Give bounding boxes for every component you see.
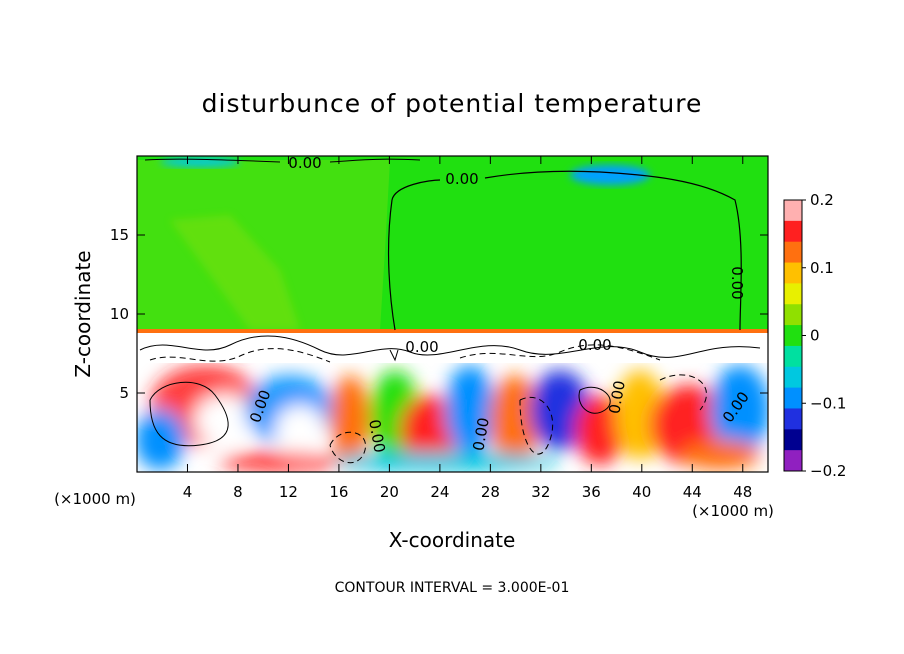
- x-tick-label: 32: [531, 483, 550, 501]
- contour-label: 0.00: [288, 154, 321, 172]
- plot-area: [137, 156, 768, 472]
- colorbar-swatch: [784, 220, 802, 243]
- x-axis-label: X-coordinate: [389, 528, 516, 552]
- x-tick-label: 28: [481, 483, 500, 501]
- colorbar-swatch: [784, 408, 802, 430]
- x-tick-label: 48: [733, 483, 752, 501]
- contour-labels: 0.00 0.00 0.00 0.00 0.00 0.00 0.00 0.00 …: [246, 154, 753, 454]
- colorbar-swatch: [784, 450, 802, 472]
- x-tick-label: 20: [380, 483, 399, 501]
- colorbar-swatch: [784, 387, 802, 409]
- upper-positive-region: [137, 160, 390, 330]
- x-tick-label: 36: [582, 483, 601, 501]
- contour-label: 0.00: [445, 170, 478, 188]
- colorbar-swatch: [784, 304, 802, 326]
- lower-contours: [139, 335, 761, 464]
- contour-label: 0.00: [605, 379, 629, 415]
- colorbar-swatch: [784, 366, 802, 389]
- contour-label: 0.00: [578, 336, 611, 354]
- y-tick-label: 5: [119, 384, 129, 402]
- upper-gravity-wave: [170, 215, 300, 330]
- x-tick-label: 40: [632, 483, 651, 501]
- colorbar-swatch: [784, 345, 802, 368]
- colorbar-swatch: [784, 429, 802, 451]
- x-tick-label: 4: [183, 483, 193, 501]
- x-tick-label: 8: [233, 483, 243, 501]
- x-unit-right: (×1000 m): [692, 502, 774, 520]
- x-unit-left: (×1000 m): [54, 490, 136, 508]
- chart-title: disturbunce of potential temperature: [202, 89, 703, 118]
- x-tick-label: 44: [683, 483, 702, 501]
- colorbar-tick-label: 0.1: [810, 259, 834, 277]
- y-axis-label: Z-coordinate: [71, 250, 95, 377]
- y-axis: 5 10 15: [110, 226, 768, 402]
- colorbar-swatch: [784, 283, 802, 305]
- contour-label: 0.00: [469, 416, 493, 452]
- y-tick-label: 10: [110, 305, 129, 323]
- colorbar-tick-label: −0.1: [810, 394, 846, 412]
- x-tick-label: 24: [430, 483, 449, 501]
- colorbar-swatch: [784, 200, 802, 222]
- colorbar-swatch: [784, 262, 802, 284]
- contour-label: 0.00: [405, 338, 438, 356]
- x-axis: 4 8 12 16 20 24 28 32 36 40 44 48: [183, 156, 752, 501]
- contour-label: 0.00: [728, 266, 746, 299]
- x-tick-label: 16: [329, 483, 348, 501]
- y-tick-label: 15: [110, 226, 129, 244]
- lower-turbulence: [137, 365, 768, 472]
- upper-cold-patch: [570, 165, 650, 185]
- x-tick-label: 12: [279, 483, 298, 501]
- contour-interval-note: CONTOUR INTERVAL = 3.000E-01: [335, 580, 570, 596]
- colorbar-tick-label: 0: [810, 327, 820, 345]
- colorbar-tick-label: −0.2: [810, 462, 846, 480]
- colorbar-tick-label: 0.2: [810, 191, 834, 209]
- colorbar-swatch: [784, 241, 802, 264]
- colorbar-swatch: [784, 325, 802, 347]
- contour-label: 0.00: [365, 418, 389, 454]
- colorbar: 0.2 0.1 0 −0.1 −0.2: [783, 191, 846, 480]
- zero-contour-upper: [387, 170, 742, 331]
- interface-layer: [137, 329, 768, 333]
